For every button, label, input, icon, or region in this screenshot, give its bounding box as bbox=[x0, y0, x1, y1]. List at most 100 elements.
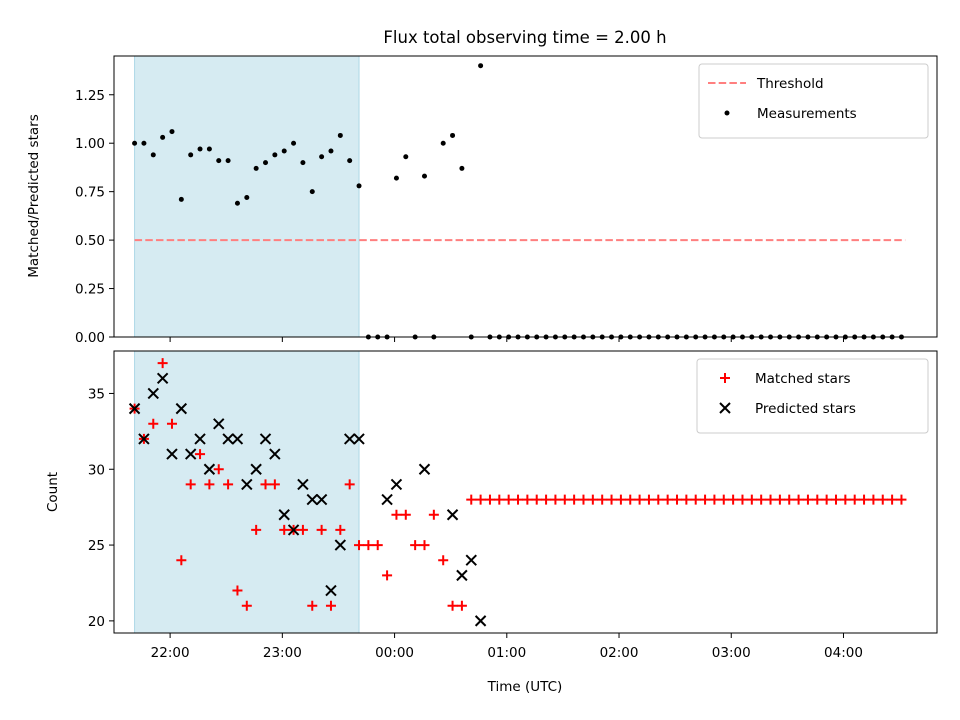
matched-star-point bbox=[325, 600, 336, 611]
measurement-point bbox=[478, 63, 484, 69]
matched-star-point bbox=[354, 540, 365, 551]
matched-star-point bbox=[447, 600, 458, 611]
matched-star-point bbox=[251, 524, 262, 535]
matched-star-point bbox=[756, 494, 767, 505]
predicted-star-point bbox=[278, 509, 290, 521]
matched-star-point bbox=[335, 524, 346, 535]
legend-box bbox=[696, 358, 929, 434]
matched-star-point bbox=[419, 540, 430, 551]
predicted-star-point bbox=[128, 402, 141, 415]
panel-1-y-tick-label: 1.00 bbox=[75, 136, 105, 152]
matched-star-point bbox=[503, 494, 514, 505]
matched-star-point bbox=[382, 570, 393, 581]
matched-star-point bbox=[400, 509, 411, 520]
x-tick-label: 01:00 bbox=[487, 645, 526, 661]
panel-2-legend: Matched stars Predicted stars bbox=[696, 358, 929, 434]
predicted-star-point bbox=[175, 402, 188, 415]
matched-star-point bbox=[615, 494, 626, 505]
measurement-point bbox=[206, 146, 212, 152]
matched-star-point bbox=[541, 494, 552, 505]
panel-1-axes-frame bbox=[113, 55, 938, 338]
x-tick-label: 03:00 bbox=[712, 645, 751, 661]
matched-star-point bbox=[269, 479, 280, 490]
measurement-point bbox=[347, 158, 353, 164]
legend-matched-swatch bbox=[720, 373, 730, 383]
panel-2-series-2 bbox=[128, 372, 487, 627]
matched-star-point bbox=[279, 524, 290, 535]
matched-star-point bbox=[550, 494, 561, 505]
predicted-star-point bbox=[269, 448, 281, 460]
predicted-star-point bbox=[297, 478, 309, 491]
matched-star-point bbox=[466, 494, 477, 505]
matched-star-point bbox=[494, 494, 505, 505]
measurement-point bbox=[393, 175, 399, 181]
matched-star-point bbox=[737, 494, 748, 505]
measurement-point bbox=[253, 165, 259, 171]
measurement-point bbox=[178, 196, 184, 202]
matched-star-point bbox=[812, 494, 823, 505]
x-tick-label: 22:00 bbox=[151, 645, 190, 661]
legend-threshold-label: Threshold bbox=[756, 76, 824, 92]
measurement-point bbox=[281, 148, 287, 154]
predicted-star-point bbox=[156, 372, 169, 384]
measurement-point bbox=[225, 158, 231, 164]
predicted-star-point bbox=[334, 539, 347, 551]
matched-star-point bbox=[653, 494, 664, 505]
matched-star-point bbox=[316, 524, 327, 535]
panel-2-y-tick-label: 30 bbox=[88, 462, 105, 478]
matched-star-point bbox=[765, 494, 776, 505]
matched-star-point bbox=[157, 358, 168, 369]
predicted-star-point bbox=[138, 433, 150, 445]
measurement-point bbox=[450, 132, 456, 138]
matched-star-point bbox=[774, 494, 785, 505]
matched-star-point bbox=[363, 540, 374, 551]
matched-star-point bbox=[896, 494, 907, 505]
matched-star-point bbox=[634, 494, 645, 505]
measurement-point bbox=[309, 189, 315, 195]
measurement-point bbox=[141, 140, 147, 146]
matched-star-point bbox=[559, 494, 570, 505]
matched-star-point bbox=[232, 585, 243, 596]
matched-star-point bbox=[643, 494, 654, 505]
matched-star-point bbox=[578, 494, 589, 505]
panel-1-y-tick-label: 0.25 bbox=[75, 282, 105, 298]
matched-star-point bbox=[718, 494, 729, 505]
matched-star-point bbox=[887, 494, 898, 505]
matched-star-point bbox=[868, 494, 879, 505]
matched-star-point bbox=[185, 479, 196, 490]
legend-measurement-swatch bbox=[724, 110, 730, 116]
legend-series-label: Predicted stars bbox=[755, 401, 856, 417]
matched-star-point bbox=[840, 494, 851, 505]
matched-star-point bbox=[681, 494, 692, 505]
predicted-star-point bbox=[306, 493, 318, 506]
matched-star-point bbox=[877, 494, 888, 505]
measurement-point bbox=[440, 140, 446, 146]
panel-1-series-1 bbox=[132, 63, 904, 340]
matched-star-point bbox=[746, 494, 757, 505]
legend-predicted-swatch bbox=[719, 402, 731, 414]
matched-star-point bbox=[625, 494, 636, 505]
panel-1-y-tick-label: 0.75 bbox=[75, 185, 105, 201]
predicted-star-point bbox=[194, 433, 206, 445]
matched-star-point bbox=[204, 479, 215, 490]
matched-star-point bbox=[513, 494, 524, 505]
x-tick-label: 04:00 bbox=[824, 645, 863, 661]
measurement-point bbox=[160, 134, 166, 140]
predicted-star-point bbox=[418, 463, 431, 475]
matched-star-point bbox=[260, 479, 271, 490]
predicted-star-point bbox=[456, 569, 468, 582]
predicted-star-point bbox=[231, 433, 244, 445]
x-tick-label: 23:00 bbox=[263, 645, 302, 661]
plot-layer: 0.00 0.25 0.50 0.75 1.00 1.25 Threshold Measure… bbox=[75, 55, 938, 661]
matched-star-point bbox=[344, 479, 355, 490]
panel-1-y-tick-label: 0.00 bbox=[75, 330, 105, 346]
matched-star-point bbox=[569, 494, 580, 505]
predicted-star-point bbox=[343, 433, 356, 445]
measurement-point bbox=[272, 152, 278, 158]
measurement-point bbox=[216, 158, 222, 164]
predicted-star-point bbox=[147, 387, 159, 400]
predicted-star-point bbox=[325, 584, 337, 597]
measurement-point bbox=[421, 173, 427, 179]
predicted-star-point bbox=[241, 478, 253, 491]
